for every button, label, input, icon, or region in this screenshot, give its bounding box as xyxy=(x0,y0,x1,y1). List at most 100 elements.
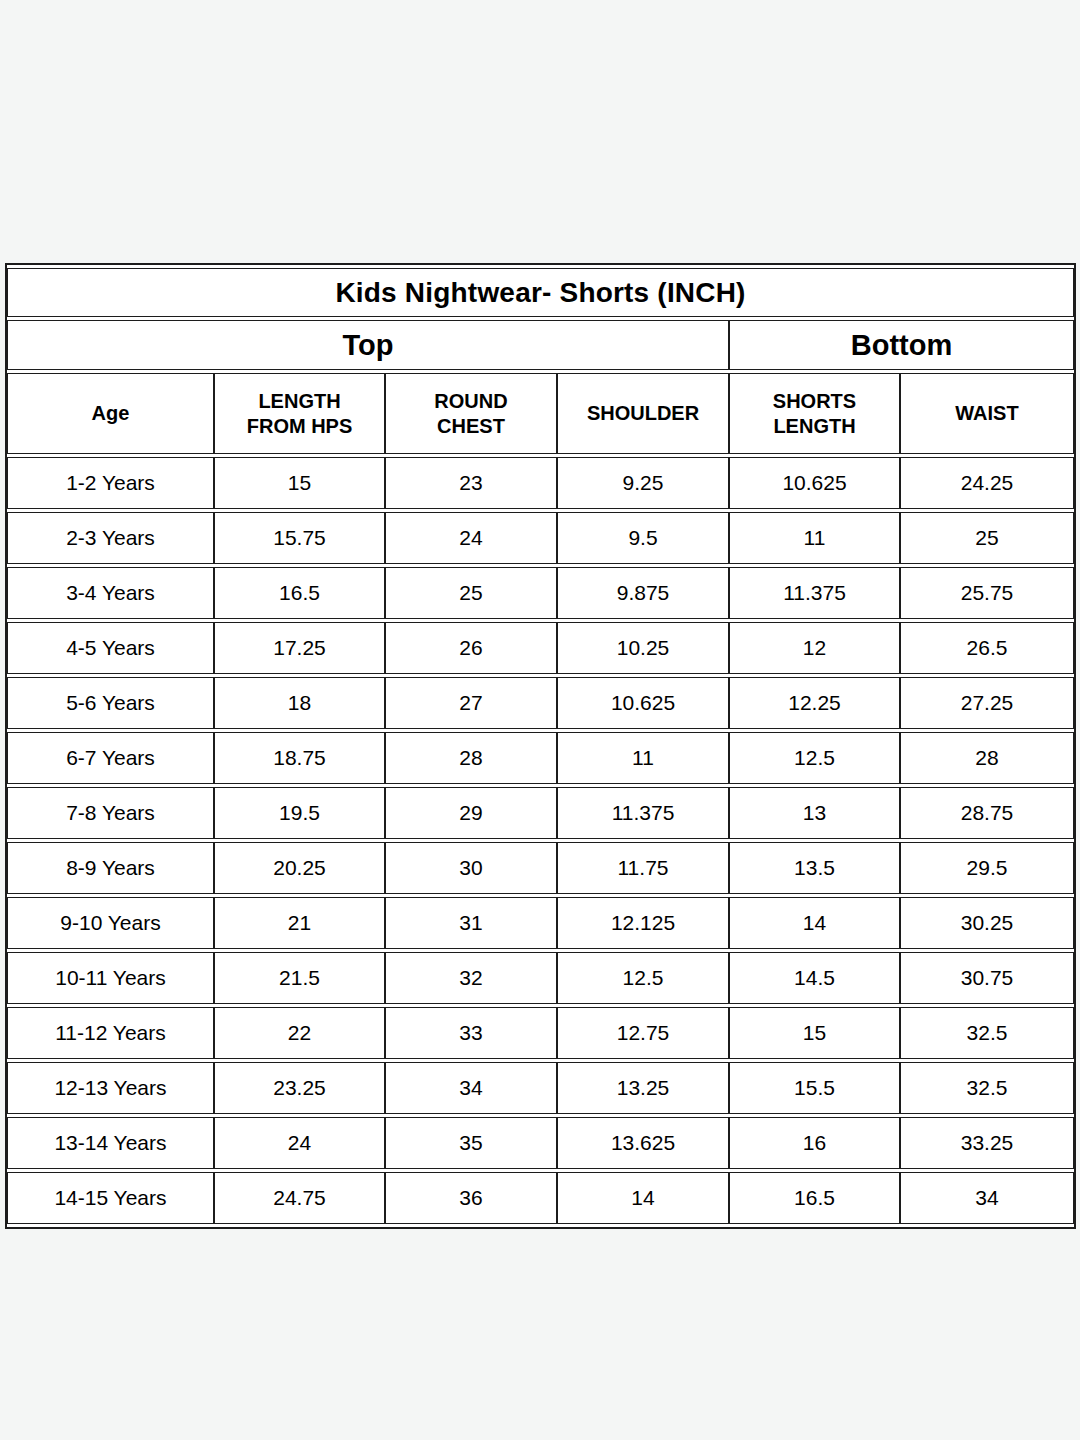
length-from-hps-cell: 15.75 xyxy=(214,512,385,564)
age-cell: 4-5 Years xyxy=(7,622,214,674)
length-from-hps-cell: 24.75 xyxy=(214,1172,385,1224)
column-header-row: Age LENGTH FROM HPS ROUND CHEST SHOULDER… xyxy=(7,373,1074,454)
waist-cell: 32.5 xyxy=(900,1062,1074,1114)
length-from-hps-cell: 22 xyxy=(214,1007,385,1059)
waist-cell: 30.75 xyxy=(900,952,1074,1004)
waist-cell: 29.5 xyxy=(900,842,1074,894)
age-cell: 14-15 Years xyxy=(7,1172,214,1224)
column-header-round-chest: ROUND CHEST xyxy=(385,373,557,454)
age-cell: 10-11 Years xyxy=(7,952,214,1004)
length-from-hps-cell: 23.25 xyxy=(214,1062,385,1114)
round-chest-cell: 34 xyxy=(385,1062,557,1114)
waist-cell: 26.5 xyxy=(900,622,1074,674)
size-chart-table: Kids Nightwear- Shorts (INCH) Top Bottom… xyxy=(5,263,1076,1229)
shorts-length-cell: 15.5 xyxy=(729,1062,900,1114)
table-row: 10-11 Years 21.5 32 12.5 14.5 30.75 xyxy=(7,952,1074,1004)
round-chest-cell: 29 xyxy=(385,787,557,839)
table-row: 14-15 Years 24.75 36 14 16.5 34 xyxy=(7,1172,1074,1224)
length-from-hps-cell: 20.25 xyxy=(214,842,385,894)
table-row: 13-14 Years 24 35 13.625 16 33.25 xyxy=(7,1117,1074,1169)
table-row: 12-13 Years 23.25 34 13.25 15.5 32.5 xyxy=(7,1062,1074,1114)
shoulder-cell: 10.625 xyxy=(557,677,729,729)
age-cell: 11-12 Years xyxy=(7,1007,214,1059)
round-chest-cell: 32 xyxy=(385,952,557,1004)
length-from-hps-cell: 21 xyxy=(214,897,385,949)
table-row: 8-9 Years 20.25 30 11.75 13.5 29.5 xyxy=(7,842,1074,894)
shorts-length-cell: 15 xyxy=(729,1007,900,1059)
table-row: 11-12 Years 22 33 12.75 15 32.5 xyxy=(7,1007,1074,1059)
shorts-length-cell: 13.5 xyxy=(729,842,900,894)
shoulder-cell: 9.25 xyxy=(557,457,729,509)
shoulder-cell: 12.5 xyxy=(557,952,729,1004)
shorts-length-cell: 13 xyxy=(729,787,900,839)
group-header-top: Top xyxy=(7,320,729,370)
round-chest-cell: 30 xyxy=(385,842,557,894)
shoulder-cell: 9.875 xyxy=(557,567,729,619)
length-from-hps-cell: 15 xyxy=(214,457,385,509)
table-row: 9-10 Years 21 31 12.125 14 30.25 xyxy=(7,897,1074,949)
length-from-hps-cell: 18.75 xyxy=(214,732,385,784)
waist-cell: 32.5 xyxy=(900,1007,1074,1059)
group-header-row: Top Bottom xyxy=(7,320,1074,370)
shoulder-cell: 9.5 xyxy=(557,512,729,564)
length-from-hps-cell: 19.5 xyxy=(214,787,385,839)
age-cell: 1-2 Years xyxy=(7,457,214,509)
column-header-shorts-length: SHORTS LENGTH xyxy=(729,373,900,454)
table-row: 4-5 Years 17.25 26 10.25 12 26.5 xyxy=(7,622,1074,674)
column-header-age: Age xyxy=(7,373,214,454)
shorts-length-cell: 14.5 xyxy=(729,952,900,1004)
round-chest-cell: 24 xyxy=(385,512,557,564)
round-chest-cell: 27 xyxy=(385,677,557,729)
waist-cell: 25 xyxy=(900,512,1074,564)
shoulder-cell: 13.625 xyxy=(557,1117,729,1169)
age-cell: 13-14 Years xyxy=(7,1117,214,1169)
round-chest-cell: 33 xyxy=(385,1007,557,1059)
length-from-hps-cell: 21.5 xyxy=(214,952,385,1004)
age-cell: 2-3 Years xyxy=(7,512,214,564)
group-header-bottom: Bottom xyxy=(729,320,1074,370)
waist-cell: 33.25 xyxy=(900,1117,1074,1169)
table-row: 1-2 Years 15 23 9.25 10.625 24.25 xyxy=(7,457,1074,509)
table-row: 2-3 Years 15.75 24 9.5 11 25 xyxy=(7,512,1074,564)
waist-cell: 30.25 xyxy=(900,897,1074,949)
length-from-hps-cell: 18 xyxy=(214,677,385,729)
shorts-length-cell: 12 xyxy=(729,622,900,674)
age-cell: 6-7 Years xyxy=(7,732,214,784)
shorts-length-cell: 12.5 xyxy=(729,732,900,784)
shoulder-cell: 13.25 xyxy=(557,1062,729,1114)
length-from-hps-cell: 17.25 xyxy=(214,622,385,674)
shorts-length-cell: 11 xyxy=(729,512,900,564)
round-chest-cell: 26 xyxy=(385,622,557,674)
shorts-length-cell: 14 xyxy=(729,897,900,949)
length-from-hps-cell: 16.5 xyxy=(214,567,385,619)
shorts-length-cell: 16 xyxy=(729,1117,900,1169)
column-header-length-from-hps: LENGTH FROM HPS xyxy=(214,373,385,454)
age-cell: 9-10 Years xyxy=(7,897,214,949)
age-cell: 5-6 Years xyxy=(7,677,214,729)
column-header-shoulder: SHOULDER xyxy=(557,373,729,454)
waist-cell: 27.25 xyxy=(900,677,1074,729)
shorts-length-cell: 16.5 xyxy=(729,1172,900,1224)
shoulder-cell: 10.25 xyxy=(557,622,729,674)
table-row: 7-8 Years 19.5 29 11.375 13 28.75 xyxy=(7,787,1074,839)
shoulder-cell: 11.375 xyxy=(557,787,729,839)
round-chest-cell: 23 xyxy=(385,457,557,509)
age-cell: 8-9 Years xyxy=(7,842,214,894)
table-title: Kids Nightwear- Shorts (INCH) xyxy=(7,268,1074,317)
shorts-length-cell: 11.375 xyxy=(729,567,900,619)
round-chest-cell: 35 xyxy=(385,1117,557,1169)
round-chest-cell: 25 xyxy=(385,567,557,619)
waist-cell: 34 xyxy=(900,1172,1074,1224)
length-from-hps-cell: 24 xyxy=(214,1117,385,1169)
round-chest-cell: 28 xyxy=(385,732,557,784)
shorts-length-cell: 10.625 xyxy=(729,457,900,509)
shoulder-cell: 14 xyxy=(557,1172,729,1224)
round-chest-cell: 31 xyxy=(385,897,557,949)
waist-cell: 24.25 xyxy=(900,457,1074,509)
round-chest-cell: 36 xyxy=(385,1172,557,1224)
waist-cell: 28.75 xyxy=(900,787,1074,839)
shorts-length-cell: 12.25 xyxy=(729,677,900,729)
waist-cell: 25.75 xyxy=(900,567,1074,619)
shoulder-cell: 12.75 xyxy=(557,1007,729,1059)
table-row: 3-4 Years 16.5 25 9.875 11.375 25.75 xyxy=(7,567,1074,619)
